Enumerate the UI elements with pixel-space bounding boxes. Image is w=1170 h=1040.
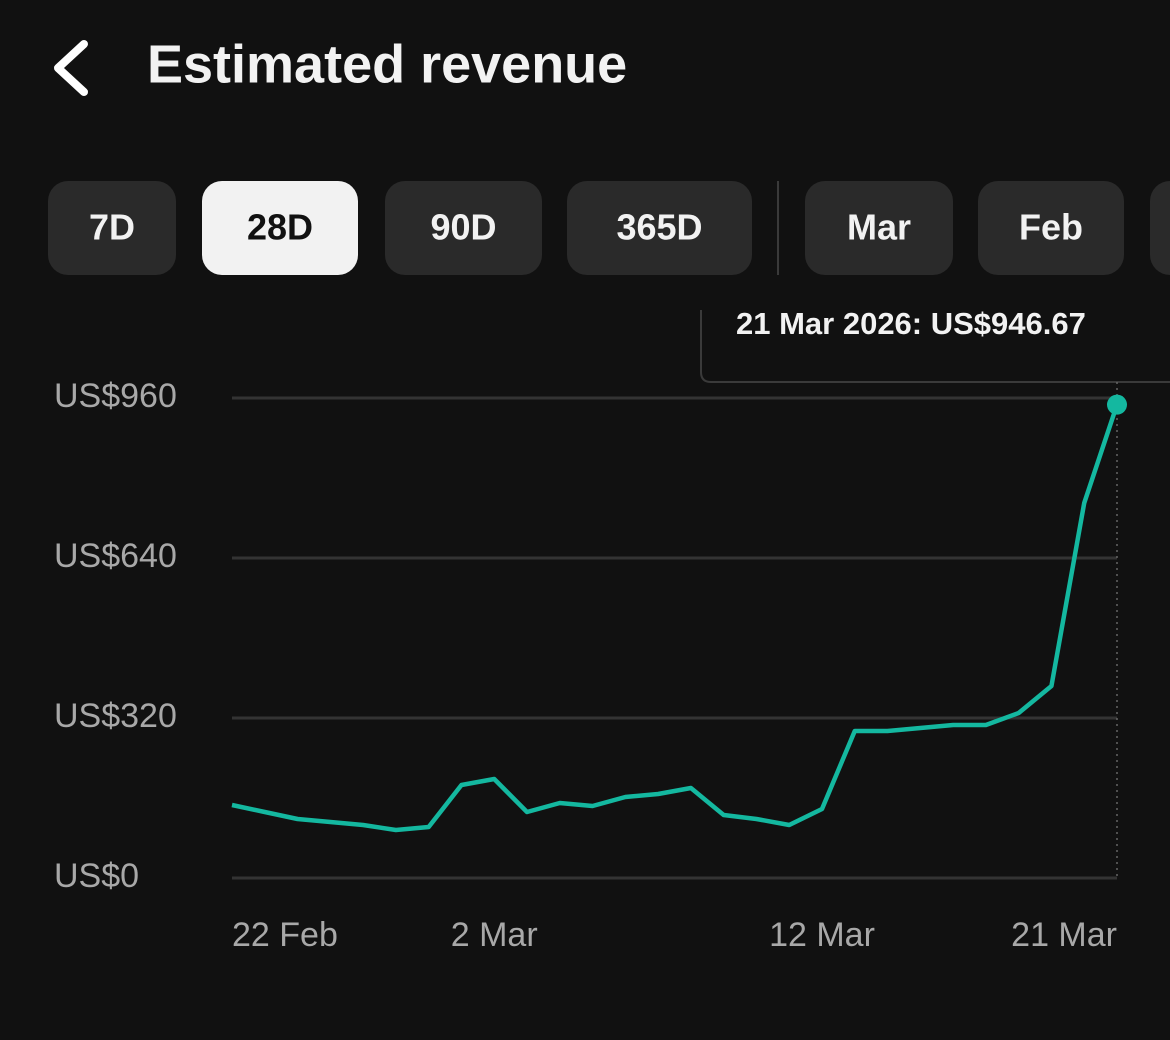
tab-label[interactable]: Mar <box>847 207 911 248</box>
y-tick-label: US$320 <box>54 697 177 735</box>
tab-background[interactable] <box>805 181 953 275</box>
back-button[interactable] <box>54 40 88 96</box>
tab[interactable]: 90D <box>385 181 542 275</box>
tab-label[interactable]: 7D <box>89 207 135 248</box>
tab-background[interactable] <box>202 181 358 275</box>
tab-background[interactable] <box>385 181 542 275</box>
page-title: Estimated revenue <box>147 34 627 94</box>
tab[interactable]: 365D <box>567 181 752 275</box>
tab-partial[interactable] <box>1150 181 1170 275</box>
y-tick-label: US$0 <box>54 857 139 895</box>
x-tick-label: 22 Feb <box>232 916 338 954</box>
revenue-line <box>231 403 1120 833</box>
tab-label[interactable]: 365D <box>616 207 702 248</box>
tab[interactable]: 7D <box>48 181 176 275</box>
tab[interactable]: Mar <box>805 181 953 275</box>
x-tick-label: 12 Mar <box>769 916 875 954</box>
tooltip-text: 21 Mar 2026: US$946.67 <box>736 306 1086 341</box>
x-tick-label: 21 Mar <box>1011 916 1117 954</box>
tooltip-box <box>700 310 1170 383</box>
tab-bar: 7D 28D 90D 365D Mar Feb <box>48 181 1170 275</box>
tab-label[interactable]: 28D <box>247 207 313 248</box>
tab-background[interactable] <box>48 181 176 275</box>
y-tick-label: US$960 <box>54 377 177 415</box>
x-tick-label: 2 Mar <box>451 916 538 954</box>
tab[interactable]: Feb <box>978 181 1124 275</box>
selected-point <box>1107 394 1127 415</box>
tab-label[interactable]: Feb <box>1019 207 1083 248</box>
chart: 21 Mar 2026: US$946.67 US$0 US$320 US$640 US… <box>54 306 1170 954</box>
y-tick-label: US$640 <box>54 537 177 575</box>
tab-background[interactable] <box>978 181 1124 275</box>
tab[interactable]: 28D <box>202 181 358 275</box>
tab-label[interactable]: 90D <box>430 207 496 248</box>
tab-background[interactable] <box>567 181 752 275</box>
